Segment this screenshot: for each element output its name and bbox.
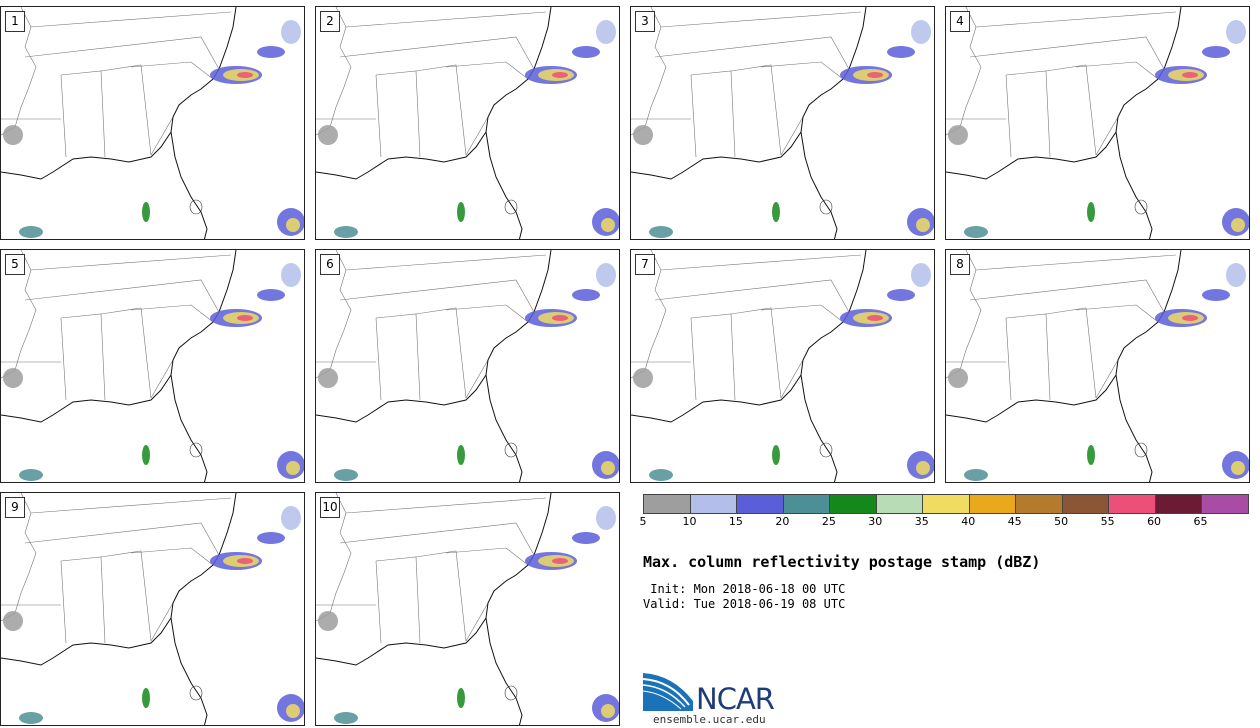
map-panel-7: 7 — [630, 249, 935, 483]
colorbar-tick-label: 35 — [914, 515, 929, 528]
colorbar-tick-label: 40 — [961, 515, 976, 528]
colorbar-segment — [969, 495, 1017, 513]
colorbar-tick-label: 45 — [1007, 515, 1022, 528]
colorbar-segment — [737, 495, 784, 513]
colorbar-tick-label: 5 — [639, 515, 647, 528]
colorbar-segment — [1202, 495, 1248, 513]
colorbar-segment — [690, 495, 738, 513]
panel-number: 4 — [950, 11, 970, 32]
colorbar-segment — [1155, 495, 1203, 513]
map-panel-4: 4 — [945, 6, 1250, 240]
basemap — [316, 493, 619, 725]
colorbar-tick-label: 20 — [775, 515, 790, 528]
init-time: Init: Mon 2018-06-18 00 UTC — [643, 582, 846, 596]
basemap — [1, 7, 304, 239]
colorbar-segment — [876, 495, 924, 513]
map-panel-8: 8 — [945, 249, 1250, 483]
panel-number: 3 — [635, 11, 655, 32]
colorbar-tick-label: 10 — [682, 515, 697, 528]
basemap — [1, 250, 304, 482]
colorbar-segment — [1062, 495, 1110, 513]
panel-number: 1 — [5, 11, 25, 32]
colorbar-segment — [1109, 495, 1156, 513]
map-panel-1: 1 — [0, 6, 305, 240]
basemap — [316, 7, 619, 239]
panel-number: 6 — [320, 254, 340, 275]
colorbar-tick-label: 50 — [1054, 515, 1069, 528]
basemap — [946, 7, 1249, 239]
basemap — [946, 250, 1249, 482]
valid-time: Valid: Tue 2018-06-19 08 UTC — [643, 597, 846, 611]
panel-number: 9 — [5, 497, 25, 518]
colorbar-segment — [1016, 495, 1063, 513]
colorbar-tick-label: 55 — [1100, 515, 1115, 528]
colorbar-ticks: 5 10 15 20 25 30 35 40 45 50 55 60 65 — [639, 515, 1249, 529]
reflectivity-colorbar — [643, 494, 1249, 514]
map-panel-10: 10 — [315, 492, 620, 726]
colorbar-segment — [830, 495, 877, 513]
panel-number: 2 — [320, 11, 340, 32]
logo-url: ensemble.ucar.edu — [653, 713, 766, 726]
map-panel-3: 3 — [630, 6, 935, 240]
map-panel-5: 5 — [0, 249, 305, 483]
logo-wordmark: NCAR — [696, 682, 775, 716]
colorbar-segment — [923, 495, 970, 513]
map-panel-9: 9 — [0, 492, 305, 726]
ncar-logo-icon — [643, 673, 693, 711]
basemap — [1, 493, 304, 725]
panel-number: 7 — [635, 254, 655, 275]
map-panel-6: 6 — [315, 249, 620, 483]
panel-number: 8 — [950, 254, 970, 275]
colorbar-tick-label: 15 — [728, 515, 743, 528]
panel-number: 5 — [5, 254, 25, 275]
chart-title: Max. column reflectivity postage stamp (… — [643, 553, 1041, 571]
colorbar-tick-label: 30 — [868, 515, 883, 528]
colorbar-segment — [783, 495, 831, 513]
colorbar-tick-label: 65 — [1193, 515, 1208, 528]
panel-number: 10 — [320, 497, 340, 518]
basemap — [316, 250, 619, 482]
colorbar-tick-label: 60 — [1147, 515, 1162, 528]
basemap — [631, 7, 934, 239]
basemap — [631, 250, 934, 482]
colorbar-tick-label: 25 — [821, 515, 836, 528]
map-panel-2: 2 — [315, 6, 620, 240]
colorbar-segment — [644, 495, 691, 513]
